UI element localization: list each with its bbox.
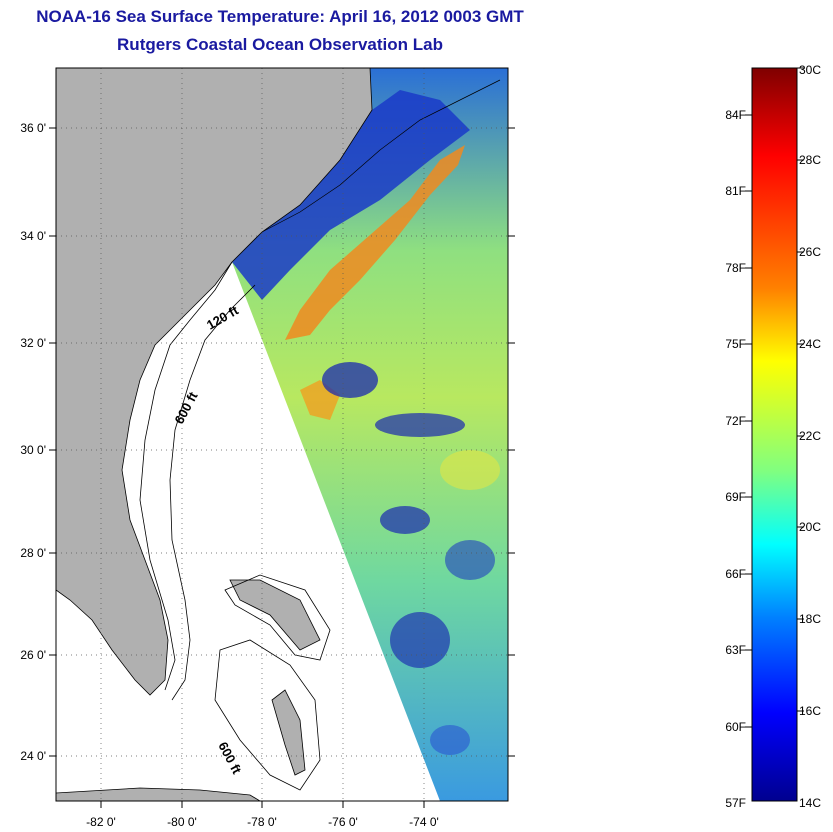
colorbar-c-label: 26C <box>799 245 821 259</box>
colorbar-c-label: 18C <box>799 612 821 626</box>
lat-tick-label: 34 0' <box>20 229 46 243</box>
colorbar-f-label: 60F <box>725 720 746 734</box>
lon-tick-label: -74 0' <box>409 815 439 829</box>
warm-patch <box>440 450 500 490</box>
lat-tick-label: 26 0' <box>20 648 46 662</box>
colorbar-f-label: 69F <box>725 490 746 504</box>
cold-patch <box>375 413 465 437</box>
cuba-coast <box>56 787 261 801</box>
gulf-stream-filament <box>285 145 465 340</box>
colorbar-f-label: 84F <box>725 108 746 122</box>
lon-tick-label: -80 0' <box>167 815 197 829</box>
colorbar-c-label: 28C <box>799 153 821 167</box>
bahamas-island <box>271 689 306 776</box>
cold-patch <box>390 612 450 668</box>
bahamas-island <box>229 579 321 651</box>
colorbar-f-label: 72F <box>725 414 746 428</box>
contour-600ft <box>169 284 256 701</box>
cold-patch <box>322 362 378 398</box>
colorbar-ticks <box>745 67 804 728</box>
graticule <box>56 68 508 801</box>
colorbar-f-label: 57F <box>725 796 746 810</box>
lat-tick-label: 28 0' <box>20 546 46 560</box>
colorbar-c-label: 20C <box>799 520 821 534</box>
map-title: NOAA-16 Sea Surface Temperature: April 1… <box>36 7 524 26</box>
colorbar-f-label: 66F <box>725 567 746 581</box>
contour-bahamas <box>214 639 321 791</box>
lat-tick-label: 32 0' <box>20 336 46 350</box>
colorbar-f-label: 75F <box>725 337 746 351</box>
map-subtitle: Rutgers Coastal Ocean Observation Lab <box>117 35 443 54</box>
cold-coastal-water <box>232 90 470 300</box>
contour-bahamas <box>224 574 331 661</box>
colorbar-c-label: 14C <box>799 796 821 810</box>
cold-patch <box>445 540 495 580</box>
colorbar-f-label: 81F <box>725 184 746 198</box>
colorbar-c-label: 16C <box>799 704 821 718</box>
contour-120ft <box>139 261 233 691</box>
colorbar-c-label: 24C <box>799 337 821 351</box>
colorbar-c-label: 30C <box>799 63 821 77</box>
colorbar-f-label: 78F <box>725 261 746 275</box>
lat-tick-label: 24 0' <box>20 749 46 763</box>
lat-tick-label: 30 0' <box>20 443 46 457</box>
axis-ticks <box>49 127 515 808</box>
cold-patch <box>380 506 430 534</box>
cold-patch <box>430 725 470 755</box>
us-southeast-coast <box>56 68 373 696</box>
lat-tick-label: 36 0' <box>20 121 46 135</box>
lon-tick-label: -82 0' <box>86 815 116 829</box>
contour-shelf-north <box>261 79 501 233</box>
lon-tick-label: -76 0' <box>328 815 358 829</box>
colorbar-f-label: 63F <box>725 643 746 657</box>
colorbar-c-label: 22C <box>799 429 821 443</box>
lon-tick-label: -78 0' <box>247 815 277 829</box>
colorbar <box>751 67 798 802</box>
map-border <box>55 67 509 802</box>
